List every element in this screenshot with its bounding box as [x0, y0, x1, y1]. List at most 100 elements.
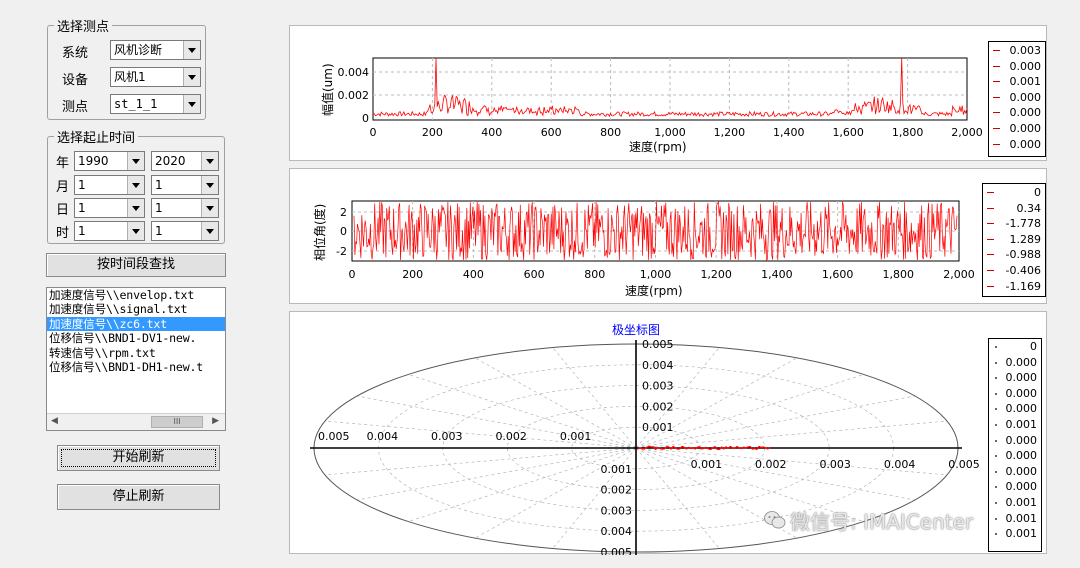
scroll-left-icon[interactable]: ◀ [51, 416, 58, 426]
x-tick-label: 0.005 [948, 458, 980, 471]
legend-value: -0.406 [1005, 263, 1041, 277]
hour-end-value: 1 [155, 224, 163, 238]
chevron-down-icon[interactable] [183, 41, 200, 59]
y-tick-label: 0.005 [642, 338, 674, 351]
x-tick-label: 0.001 [560, 430, 592, 443]
legend-entry: 0.001 [989, 526, 1041, 542]
chevron-down-icon[interactable] [201, 222, 218, 240]
device-select-value: 风机1 [114, 70, 146, 84]
phase-legend: 0 0.34 -1.778 1.289 -0.988 -0.406 -1.169 [982, 183, 1046, 297]
legend-value: 0.000 [1009, 59, 1042, 73]
horizontal-scrollbar[interactable]: ◀ III ▶ [47, 413, 225, 430]
polar-series-trace [637, 445, 771, 451]
file-listbox[interactable]: 加速度信号\\envelop.txt 加速度信号\\signal.txt 加速度信号… [46, 287, 226, 431]
legend-value: 0.000 [1005, 480, 1038, 494]
x-tick-label: 0.002 [495, 430, 527, 443]
year-start-select[interactable]: 1990 [74, 151, 145, 171]
file-list-item[interactable]: 位移信号\\BND1-DH1-new.t [49, 359, 204, 374]
legend-marker [993, 50, 1000, 51]
point-select[interactable]: st_1_1 [110, 94, 201, 114]
legend-entry: 0.000 [989, 355, 1041, 371]
legend-value: 0.000 [1005, 464, 1038, 478]
radial-grid-line [474, 447, 637, 539]
file-list-item[interactable]: 位移信号\\BND1-DV1-new. [49, 331, 197, 346]
legend-value: 0.003 [1009, 44, 1042, 57]
hour-end-select[interactable]: 1 [151, 221, 219, 241]
legend-entry: 0.000 [989, 479, 1041, 495]
radial-grid-line [357, 395, 637, 449]
y-tick-label: 0.003 [601, 504, 633, 517]
legend-value: 1.289 [1009, 232, 1042, 246]
month-label: 月 [56, 180, 70, 195]
select-point-title: 选择测点 [57, 20, 110, 35]
month-end-select[interactable]: 1 [151, 175, 219, 195]
legend-entry: 0.000 [989, 121, 1045, 137]
phase-chart-panel: 0 200 400 600 800 1,000 1,200 1,400 1,600 1,800 2,… [289, 168, 1047, 304]
day-end-value: 1 [155, 201, 163, 215]
radial-grid-line [408, 374, 637, 449]
y-axis-label: 相位角(度) [312, 204, 327, 261]
chevron-down-icon[interactable] [127, 222, 144, 240]
legend-entry: 0.34 [983, 201, 1045, 217]
year-label: 年 [56, 156, 70, 171]
day-end-select[interactable]: 1 [151, 198, 219, 218]
chevron-down-icon[interactable] [127, 176, 144, 194]
x-tick-label: 400 [463, 268, 484, 281]
legend-entry: 0.000 [989, 401, 1041, 417]
legend-marker [995, 533, 997, 536]
legend-entry: 0.001 [989, 417, 1041, 433]
y-tick-label: 0.004 [601, 525, 633, 538]
legend-marker [995, 439, 997, 442]
legend-entry: 0.000 [989, 370, 1041, 386]
file-list-item[interactable]: 加速度信号\\signal.txt [49, 302, 188, 317]
start-refresh-button[interactable]: 开始刷新 [57, 445, 220, 471]
x-tick-label: 200 [422, 126, 443, 139]
radial-grid-line [635, 447, 720, 549]
hour-start-select[interactable]: 1 [74, 221, 145, 241]
month-start-select[interactable]: 1 [74, 175, 145, 195]
legend-marker [995, 486, 997, 489]
legend-entry: 0.000 [989, 386, 1041, 402]
chevron-down-icon[interactable] [201, 152, 218, 170]
legend-entry: 0.000 [989, 448, 1041, 464]
chevron-down-icon[interactable] [183, 68, 200, 86]
stop-refresh-button[interactable]: 停止刷新 [57, 484, 220, 510]
legend-marker [995, 408, 997, 411]
day-start-select[interactable]: 1 [74, 198, 145, 218]
y-tick-label: 0.004 [642, 359, 674, 372]
legend-value: -1.778 [1005, 217, 1041, 231]
file-list-item[interactable]: 转速信号\\rpm.txt [49, 345, 156, 360]
device-select[interactable]: 风机1 [110, 67, 201, 87]
watermark-text: 微信号: IMAICenter [790, 510, 974, 534]
radial-grid-line [635, 357, 798, 449]
y-tick-label: 0 [340, 225, 347, 238]
system-select[interactable]: 风机诊断 [110, 40, 201, 60]
legend-entry: 0 [983, 185, 1045, 201]
chevron-down-icon[interactable] [183, 95, 200, 113]
legend-marker [995, 423, 997, 426]
polar-chart-panel: 极坐标图 0.005 0.004 0.003 0.002 0.001 0.001 0.002 0… [289, 311, 1047, 555]
radial-grid-line [635, 395, 915, 449]
radial-grid-line [474, 357, 637, 449]
wechat-icon [764, 511, 786, 529]
file-list-item[interactable]: 加速度信号\\zc6.txt [47, 316, 225, 332]
file-list-item[interactable]: 加速度信号\\envelop.txt [49, 288, 195, 302]
chevron-down-icon[interactable] [127, 199, 144, 217]
chevron-down-icon[interactable] [201, 199, 218, 217]
legend-entry: 0.000 [989, 464, 1041, 480]
y-tick-label: 0.001 [642, 421, 674, 434]
legend-value: 0.000 [1009, 121, 1042, 135]
year-end-select[interactable]: 2020 [151, 151, 219, 171]
legend-entry: 0.000 [989, 59, 1045, 75]
scroll-right-icon[interactable]: ▶ [212, 416, 219, 426]
month-end-value: 1 [155, 178, 163, 192]
legend-marker [987, 207, 994, 209]
query-by-time-button[interactable]: 按时间段查找 [46, 253, 226, 277]
chevron-down-icon[interactable] [201, 176, 218, 194]
legend-entry: 0.001 [989, 74, 1045, 90]
legend-marker [993, 127, 1000, 129]
chevron-down-icon[interactable] [127, 152, 144, 170]
scrollbar-thumb[interactable]: III [151, 416, 203, 428]
legend-marker [987, 238, 994, 240]
